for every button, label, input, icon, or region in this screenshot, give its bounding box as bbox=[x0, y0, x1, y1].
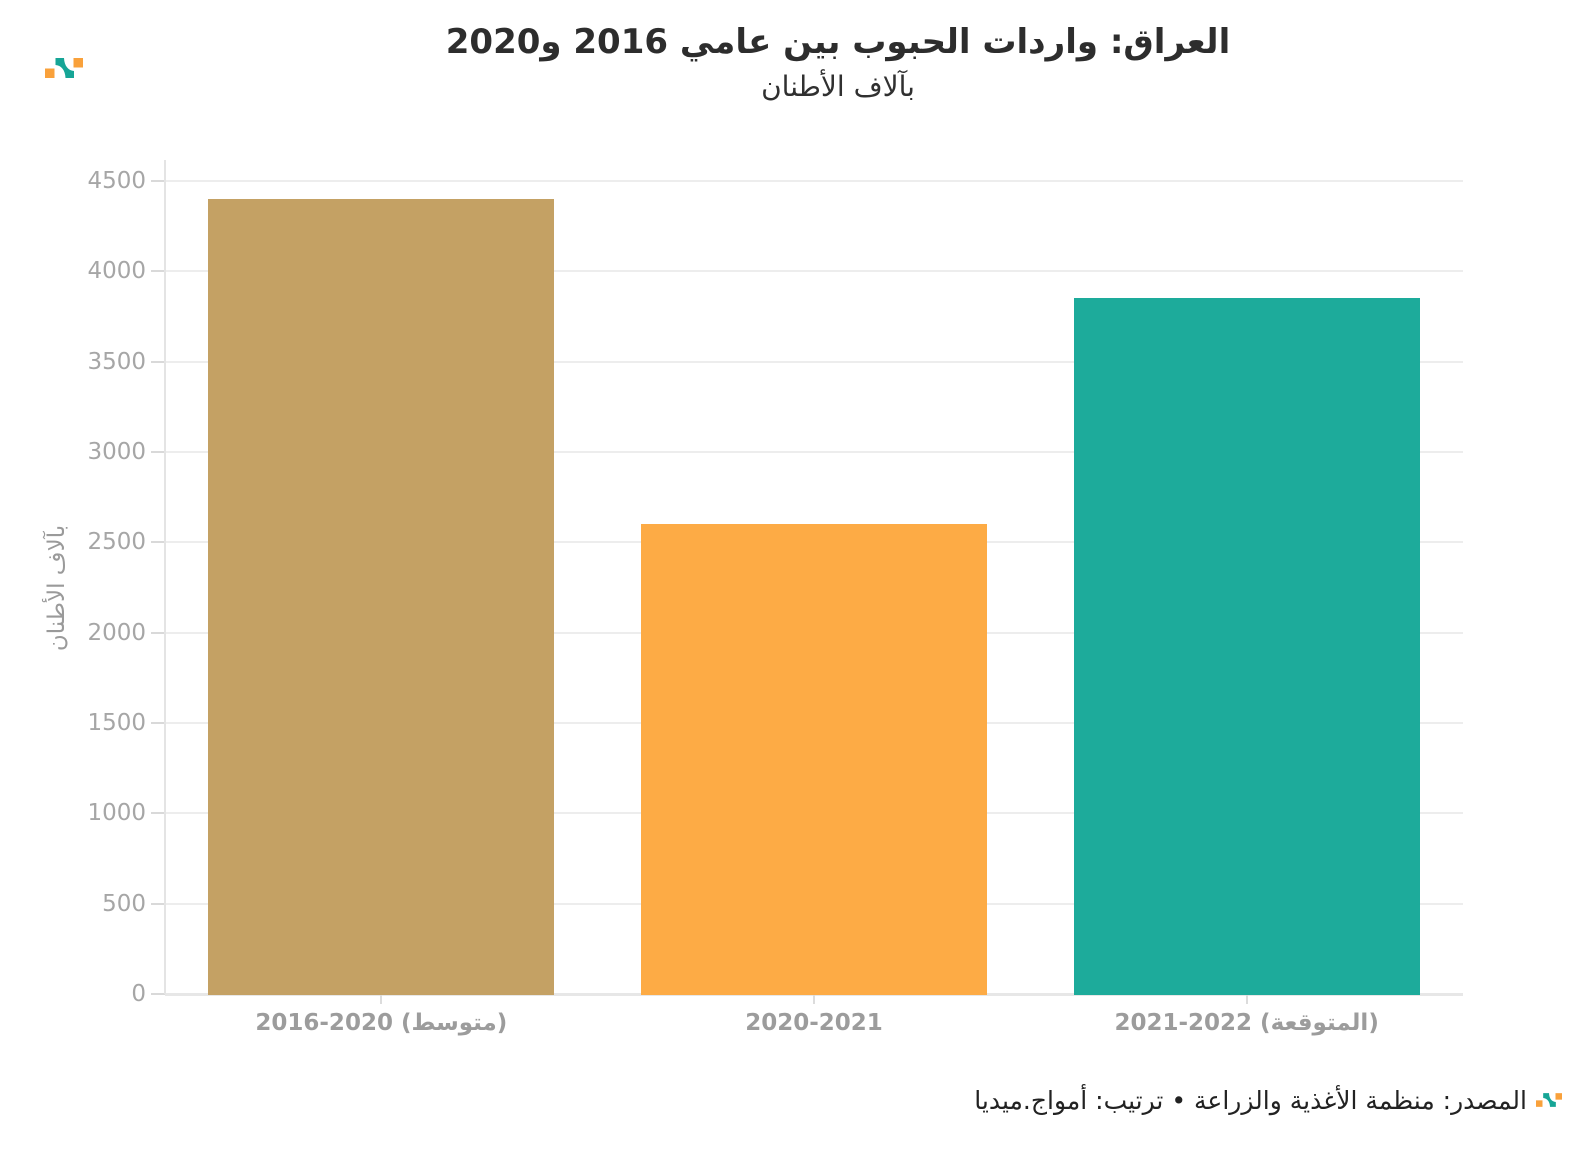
y-axis-tick-label: 2500 bbox=[87, 529, 146, 556]
bar-3 bbox=[1073, 298, 1420, 996]
gridline bbox=[165, 270, 1463, 273]
x-axis-tick bbox=[380, 994, 383, 1004]
y-axis-tick bbox=[151, 180, 165, 182]
chart-subtitle: بآلاف الأطنان bbox=[761, 70, 915, 103]
source-text: المصدر: منظمة الأغذية والزراعة • ترتيب: … bbox=[974, 1085, 1527, 1115]
x-axis-category-label: 2021-2022 (المتوقعة) bbox=[1114, 1010, 1379, 1036]
y-axis-tick bbox=[151, 360, 165, 363]
y-axis-line bbox=[164, 160, 166, 994]
y-axis-tick-label: 1000 bbox=[87, 800, 146, 827]
y-axis-tick-label: 500 bbox=[102, 890, 146, 917]
y-axis-tick-label: 4500 bbox=[87, 168, 146, 194]
bar-1 bbox=[208, 199, 555, 996]
y-axis-tick bbox=[151, 722, 165, 724]
source-attribution: المصدر: منظمة الأغذية والزراعة • ترتيب: … bbox=[974, 1082, 1562, 1118]
gridline bbox=[165, 451, 1463, 453]
y-axis-tick bbox=[151, 993, 165, 995]
amwaj-logo-icon bbox=[1536, 1093, 1562, 1107]
y-axis-title: بآلاف الأطنان bbox=[44, 524, 70, 652]
y-axis-tick-label: 3000 bbox=[87, 439, 146, 465]
x-axis-category-label: 2020-2021 bbox=[745, 1010, 883, 1036]
y-axis-tick bbox=[151, 812, 165, 815]
y-axis-tick-label: 4000 bbox=[87, 258, 146, 285]
y-axis-tick bbox=[151, 541, 165, 544]
x-axis-tick bbox=[1245, 994, 1248, 1004]
y-axis-tick-label: 2000 bbox=[87, 619, 146, 646]
chart-title: العراق: واردات الحبوب بين عامي 2016 و202… bbox=[445, 22, 1231, 62]
y-axis-tick bbox=[151, 270, 165, 273]
y-axis-tick-label: 3500 bbox=[87, 348, 146, 375]
y-axis-tick-label: 1500 bbox=[87, 710, 146, 736]
x-axis-tick bbox=[813, 994, 815, 1004]
gridline bbox=[165, 360, 1463, 363]
y-axis-tick bbox=[151, 631, 165, 634]
y-axis-tick-label: 0 bbox=[131, 981, 146, 1007]
x-axis-category-label: 2016-2020 (متوسط) bbox=[255, 1010, 508, 1036]
bar-2 bbox=[640, 524, 988, 996]
y-axis-tick bbox=[151, 902, 165, 905]
y-axis-tick bbox=[151, 451, 165, 453]
gridline bbox=[165, 180, 1463, 182]
